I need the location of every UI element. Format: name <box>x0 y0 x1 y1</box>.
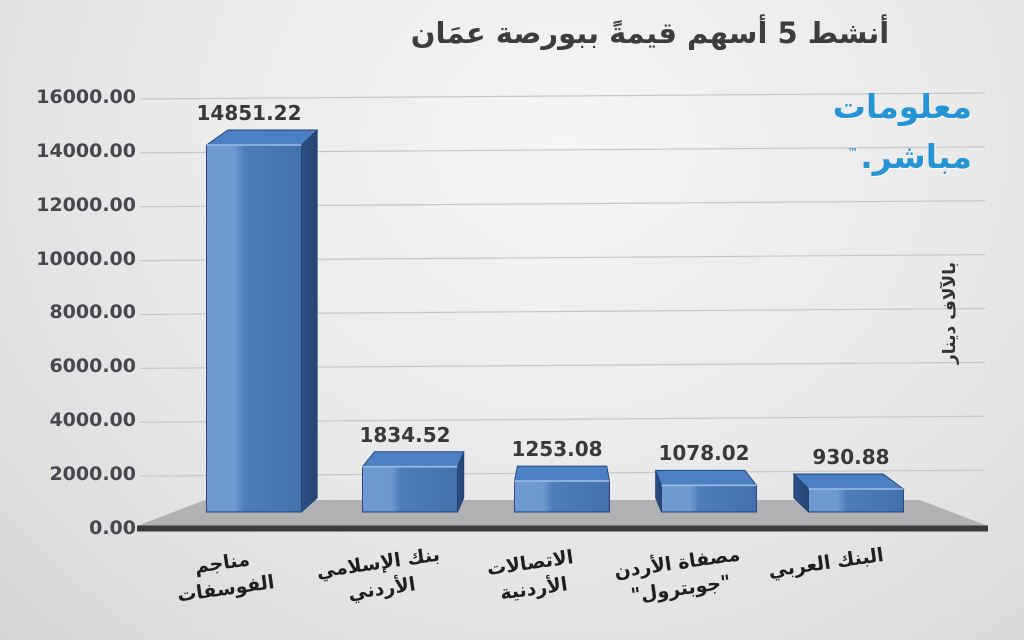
bar-top-face <box>205 129 319 146</box>
bar <box>206 144 302 513</box>
floor <box>137 500 988 526</box>
brand-logo-text-line2: مباشر.™ <box>847 137 972 176</box>
value-axis-title: بالآلاف دينار <box>940 262 960 364</box>
brand-logo-text-line1: معلومات <box>832 87 972 126</box>
bar <box>514 480 610 513</box>
floor-front-edge <box>137 525 988 532</box>
bar-top-face <box>792 473 905 490</box>
y-tick-label: 16000.00 <box>36 85 136 108</box>
bar-side-face <box>301 129 318 513</box>
bar-top-face <box>513 465 611 482</box>
chart-title: أنشط 5 أسهم قيمةً ببورصة عمَان <box>410 16 890 50</box>
y-tick-label: 2000.00 <box>49 463 136 486</box>
trademark-symbol: ™ <box>847 146 859 159</box>
gridline <box>139 92 986 100</box>
data-label: 1834.52 <box>359 422 451 447</box>
y-tick-label: 14000.00 <box>36 139 136 162</box>
data-label: 14851.22 <box>196 101 302 125</box>
y-tick-label: 8000.00 <box>49 301 136 324</box>
y-tick-label: 10000.00 <box>36 247 136 270</box>
bar <box>661 484 757 513</box>
bar <box>362 466 458 513</box>
brand-logo: معلومات مباشر.™ <box>833 84 972 180</box>
y-tick-label: 4000.00 <box>49 409 136 432</box>
y-tick-label: 12000.00 <box>36 193 136 216</box>
data-label: 930.88 <box>812 444 890 469</box>
y-tick-label: 6000.00 <box>49 355 136 378</box>
bar-top-face <box>361 451 465 468</box>
data-label: 1078.02 <box>658 441 750 466</box>
y-tick-label: 0.00 <box>89 517 136 539</box>
bar <box>808 488 904 513</box>
bar-top-face <box>654 469 758 486</box>
data-label: 1253.08 <box>511 437 603 462</box>
